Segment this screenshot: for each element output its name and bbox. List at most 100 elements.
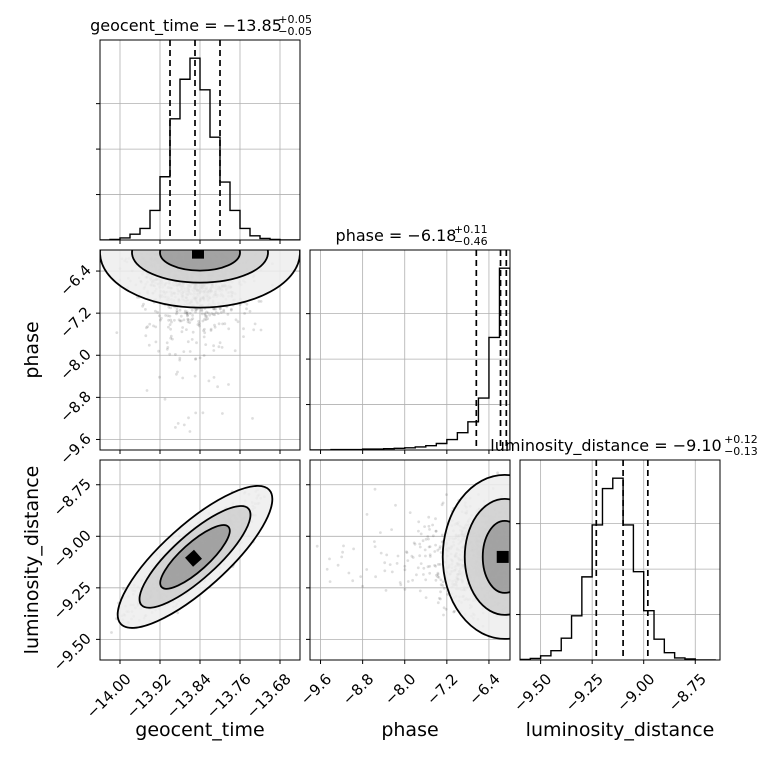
sample-point xyxy=(226,313,230,316)
x-tick-label-luminosity_distance: −8.75 xyxy=(665,670,710,715)
sample-point xyxy=(383,561,387,565)
panel-title-upper-phase: +0.11 xyxy=(454,223,488,236)
sample-point xyxy=(216,312,220,315)
sample-point xyxy=(234,318,238,322)
sample-point xyxy=(191,317,195,320)
sample-point xyxy=(394,503,397,507)
sample-point xyxy=(194,358,197,361)
sample-point xyxy=(419,562,423,565)
density-peak xyxy=(192,250,204,259)
sample-point xyxy=(197,320,201,323)
sample-point xyxy=(141,304,145,308)
sample-point xyxy=(159,318,162,322)
sample-point xyxy=(169,334,173,338)
sample-point xyxy=(97,267,100,270)
x-tick-label-luminosity_distance: −9.25 xyxy=(562,670,607,715)
sample-point xyxy=(110,631,113,634)
scatter-group xyxy=(97,250,300,433)
sample-point xyxy=(202,335,206,339)
sample-point xyxy=(248,309,252,313)
sample-point xyxy=(373,545,377,548)
sample-point xyxy=(427,537,430,541)
sample-point xyxy=(436,573,440,576)
sample-point xyxy=(411,578,414,582)
sample-point xyxy=(423,525,426,528)
sample-point xyxy=(405,550,408,554)
sample-point xyxy=(205,314,209,318)
panel-frame xyxy=(309,249,511,451)
sample-point xyxy=(336,563,340,567)
sample-point xyxy=(179,314,183,318)
sample-point xyxy=(219,311,223,314)
sample-point xyxy=(395,562,399,565)
panel-title-upper-geocent_time: +0.05 xyxy=(278,13,312,26)
sample-point xyxy=(428,545,432,548)
sample-point xyxy=(166,346,170,349)
sample-point xyxy=(342,544,345,548)
panel-background xyxy=(310,250,510,450)
sample-point xyxy=(176,611,180,615)
y-tick-label-luminosity_distance: −8.75 xyxy=(50,475,95,520)
sample-point xyxy=(203,327,206,331)
sample-point xyxy=(190,308,194,312)
sample-point xyxy=(441,580,445,584)
y-tick-label-phase: −6.4 xyxy=(56,261,94,299)
sample-point xyxy=(251,417,254,420)
sample-point xyxy=(496,471,499,475)
sample-point xyxy=(186,340,190,344)
sample-point xyxy=(427,515,431,519)
sample-point xyxy=(213,323,216,327)
sample-point xyxy=(426,535,430,538)
panel-title-luminosity_distance: luminosity_distance = −9.10 xyxy=(490,436,721,456)
sample-point xyxy=(439,597,442,601)
sample-point xyxy=(222,308,226,312)
sample-point xyxy=(213,325,217,329)
sample-point xyxy=(174,353,177,356)
sample-point xyxy=(152,324,155,328)
sample-point xyxy=(154,325,158,329)
sample-point xyxy=(201,319,205,323)
sample-point xyxy=(210,312,214,315)
sample-point xyxy=(203,317,206,321)
sample-point xyxy=(365,568,369,571)
sample-point xyxy=(431,534,435,538)
sample-point xyxy=(194,357,198,360)
sample-point xyxy=(178,308,182,312)
sample-point xyxy=(165,341,169,345)
sample-point xyxy=(195,308,198,311)
sample-point xyxy=(182,318,186,322)
sample-point xyxy=(217,322,221,326)
sample-point xyxy=(165,347,169,351)
panel-background xyxy=(520,460,720,660)
sample-point xyxy=(182,350,186,353)
sample-point xyxy=(259,328,263,332)
sample-point xyxy=(424,596,428,599)
sample-point xyxy=(442,587,446,590)
sample-point xyxy=(423,548,427,552)
sample-point xyxy=(219,307,222,311)
sample-point xyxy=(146,325,150,329)
sample-point xyxy=(205,310,209,314)
sample-point xyxy=(213,307,216,311)
sample-point xyxy=(145,389,149,392)
sample-point xyxy=(385,553,389,557)
y-tick-label-luminosity_distance: −9.25 xyxy=(50,578,95,623)
sample-point xyxy=(204,318,208,321)
sample-point xyxy=(213,313,217,317)
x-tick-label-phase: −9.6 xyxy=(297,670,335,708)
sample-point xyxy=(325,567,329,571)
sample-point xyxy=(396,554,400,558)
sample-point xyxy=(169,336,173,340)
sample-point xyxy=(227,327,231,331)
x-tick-label-phase: −6.4 xyxy=(465,670,503,708)
sample-point xyxy=(173,318,176,322)
sample-point xyxy=(418,554,422,558)
sample-point xyxy=(204,315,208,318)
sample-point xyxy=(383,569,387,573)
sample-point xyxy=(191,314,195,317)
sample-point xyxy=(384,589,388,592)
sample-point xyxy=(163,397,167,401)
panel-frame xyxy=(309,459,511,661)
sample-point xyxy=(352,547,355,551)
panel-title-upper-luminosity_distance: +0.12 xyxy=(724,433,758,446)
